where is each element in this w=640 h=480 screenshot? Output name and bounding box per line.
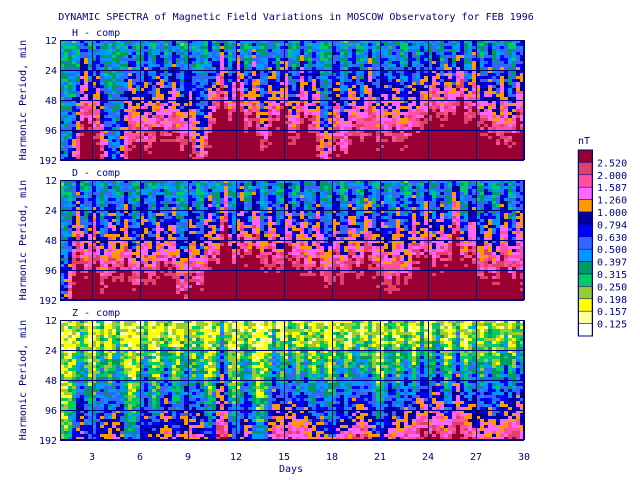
y-tick-label: 24 (45, 346, 57, 357)
panel-frame (60, 180, 524, 300)
y-tick-label: 96 (45, 406, 57, 417)
y-tick-label: 48 (45, 96, 57, 107)
colorbar-swatch (577, 224, 593, 238)
colorbar-label: 0.157 (597, 307, 627, 318)
x-axis: 3 6 9 12 15 18 21 24 27 30 (89, 452, 530, 463)
panel-frame (60, 320, 524, 440)
x-tick-label: 18 (326, 452, 338, 463)
spectrogram-cells (60, 40, 524, 160)
colorbar-swatch (577, 310, 593, 324)
colorbar-swatch (577, 248, 593, 262)
y-tick-label: 96 (45, 266, 57, 277)
y-axis-label: Harmonic Period, min (18, 320, 29, 440)
x-tick-label: 12 (230, 452, 242, 463)
colorbar-label: 0.500 (597, 245, 627, 256)
colorbar-unit: nT (578, 136, 590, 147)
y-tick-label: 24 (45, 66, 57, 77)
y-tick-label: 24 (45, 206, 57, 217)
colorbar-swatch (577, 286, 593, 300)
colorbar-swatch (577, 236, 593, 250)
panel-title: D - comp (72, 168, 120, 179)
spectrogram-cells (60, 180, 524, 300)
y-tick-label: 192 (39, 296, 57, 307)
colorbar-frame (578, 149, 593, 337)
x-tick-label: 3 (89, 452, 95, 463)
grid-lines (60, 40, 525, 161)
y-tick-label: 96 (45, 126, 57, 137)
x-tick-label: 24 (422, 452, 434, 463)
y-axis-label: Harmonic Period, min (18, 180, 29, 300)
colorbar-label: 0.630 (597, 233, 627, 244)
colorbar-swatch (577, 174, 593, 188)
colorbar-swatch (577, 273, 593, 287)
colorbar-swatch (577, 211, 593, 225)
y-tick-label: 192 (39, 156, 57, 167)
colorbar-label: 0.397 (597, 258, 627, 269)
grid-lines (60, 320, 525, 441)
x-tick-label: 30 (518, 452, 530, 463)
x-tick-label: 15 (278, 452, 290, 463)
colorbar-label: 2.520 (597, 158, 627, 169)
panel-d: 12 24 48 96 192 D - comp Harmonic Period, min (18, 168, 525, 307)
panel-title: H - comp (72, 28, 120, 39)
y-tick-label: 12 (45, 316, 57, 327)
colorbar-label: 0.794 (597, 220, 627, 231)
x-tick-label: 6 (137, 452, 143, 463)
colorbar-swatch (577, 298, 593, 312)
colorbar-swatch (577, 149, 593, 163)
chart-title: DYNAMIC SPECTRA of Magnetic Field Variat… (58, 12, 534, 23)
colorbar-label: 1.260 (597, 196, 627, 207)
x-tick-label: 21 (374, 452, 386, 463)
colorbar-label: 1.000 (597, 208, 627, 219)
colorbar-swatch (577, 261, 593, 275)
y-tick-label: 48 (45, 236, 57, 247)
y-tick-label: 192 (39, 436, 57, 447)
x-axis-label: Days (279, 464, 303, 475)
colorbar-label: 0.315 (597, 270, 627, 281)
colorbar-label: 0.250 (597, 282, 627, 293)
colorbar-label: 2.000 (597, 171, 627, 182)
panel-z: 12 24 48 96 192 Z - comp Harmonic Period, min (18, 308, 525, 447)
x-tick-label: 27 (470, 452, 482, 463)
spectrogram-cells (60, 320, 524, 440)
colorbar-swatch (577, 162, 593, 176)
colorbar-label: 0.125 (597, 320, 627, 331)
colorbar-label: 1.587 (597, 183, 627, 194)
panel-title: Z - comp (72, 308, 120, 319)
colorbar-swatch (577, 186, 593, 200)
panel-frame (60, 40, 524, 160)
x-tick-label: 9 (185, 452, 191, 463)
colorbar-swatch (577, 199, 593, 213)
y-tick-label: 48 (45, 376, 57, 387)
colorbar-swatch (577, 323, 593, 337)
y-tick-label: 12 (45, 36, 57, 47)
y-axis-label: Harmonic Period, min (18, 40, 29, 160)
panel-h: 12 24 48 96 192 H - comp Harmonic Period, min (18, 28, 525, 167)
colorbar-label: 0.198 (597, 295, 627, 306)
y-tick-label: 12 (45, 176, 57, 187)
